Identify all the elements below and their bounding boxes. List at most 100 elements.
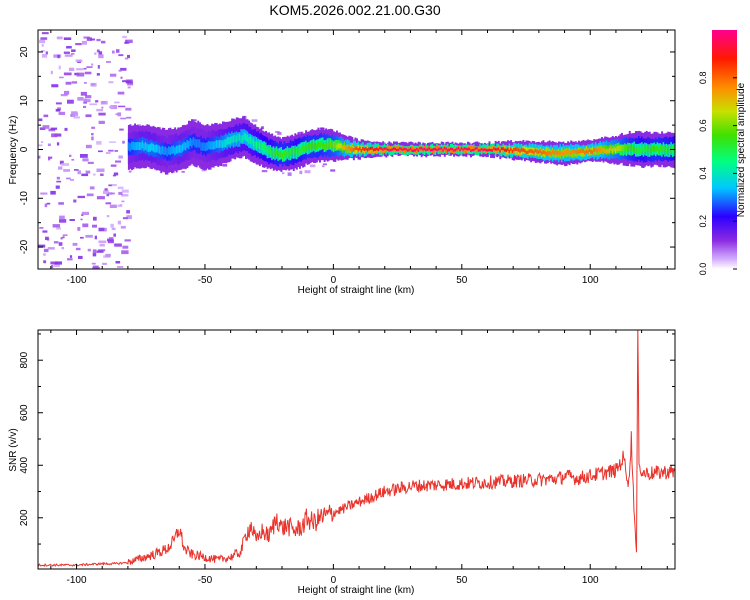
ridge-cell [277, 150, 280, 158]
y-tick-label: 20 [19, 46, 30, 58]
ridge-cell [520, 148, 523, 156]
noise-speck [113, 233, 116, 237]
ridge-cell [556, 151, 559, 156]
ridge-cell [396, 146, 398, 152]
noise-speck [63, 37, 72, 40]
ridge-cell [312, 143, 315, 150]
ridge-cell [565, 150, 568, 155]
ridge-cell [653, 146, 656, 153]
noise-speck [122, 80, 127, 83]
noise-speck [63, 72, 72, 76]
noise-speck [54, 261, 62, 265]
ridge-cell [171, 145, 173, 154]
ridge-cell [434, 147, 437, 151]
ridge-cell [392, 147, 395, 150]
noise-speck [52, 224, 60, 228]
ridge-cell [477, 149, 480, 152]
noise-speck [251, 119, 258, 122]
ridge-cell [639, 146, 642, 154]
noise-speck [40, 192, 48, 195]
ridge-cell [485, 148, 488, 152]
noise-speck [72, 242, 78, 246]
ridge-cell [516, 147, 519, 155]
ridge-cell [621, 145, 623, 152]
ridge-cell [283, 150, 286, 157]
noise-speck [105, 253, 111, 257]
ridge-cell [209, 141, 212, 150]
ridge-cell [491, 149, 494, 152]
noise-speck [85, 170, 91, 174]
ridge-cell [544, 150, 546, 155]
ridge-cell [633, 147, 636, 154]
noise-speck [128, 170, 132, 173]
ridge-cell [650, 147, 653, 154]
y-tick-label: -10 [19, 191, 30, 206]
noise-speck [126, 80, 131, 83]
ridge-cell [319, 142, 321, 149]
noise-speck [45, 236, 49, 240]
noise-speck [106, 193, 110, 197]
noise-speck [106, 215, 110, 218]
ridge-cell [661, 145, 664, 152]
ridge-cell [204, 142, 207, 152]
noise-speck [98, 150, 103, 153]
noise-speck [81, 40, 87, 45]
noise-speck [81, 211, 89, 215]
noise-speck [120, 225, 126, 229]
ridge-cell [420, 147, 423, 150]
noise-speck [87, 161, 94, 164]
ridge-cell [625, 144, 628, 151]
ridge-cell [280, 151, 283, 158]
ridge-cell [134, 142, 136, 151]
noise-speck [98, 240, 107, 243]
colorbar: 0.0 0.2 0.4 0.6 0.8 Normalized spectral ampl… [698, 30, 747, 275]
ridge-cell [130, 141, 133, 150]
y-tick-label: 600 [19, 404, 30, 421]
ridge-cell [465, 147, 468, 151]
ridge-cell [251, 137, 254, 145]
ridge-cell [351, 143, 354, 152]
ridge-cell [510, 147, 513, 151]
ridge-cell [531, 149, 534, 154]
noise-speck [282, 172, 285, 175]
ridge-cell [437, 148, 440, 151]
noise-speck [108, 149, 114, 152]
noise-speck [108, 192, 113, 195]
ridge-cell [163, 146, 166, 155]
noise-speck [67, 99, 74, 104]
noise-speck [97, 65, 100, 69]
ridge-cell [351, 147, 354, 152]
noise-speck [110, 164, 117, 167]
ridge-cell [451, 147, 454, 151]
ridge-cell [513, 148, 516, 152]
snr-plot-area [38, 330, 675, 567]
ridge-cell [317, 141, 320, 148]
noise-speck [83, 105, 87, 108]
noise-speck [100, 100, 108, 105]
noise-speck [46, 202, 51, 205]
ridge-cell [436, 146, 439, 151]
noise-speck [71, 159, 75, 161]
noise-speck [75, 247, 81, 251]
noise-speck [59, 76, 64, 79]
noise-speck [287, 172, 292, 176]
noise-speck [41, 44, 44, 47]
ridge-cell [470, 149, 472, 152]
noise-speck [71, 81, 78, 84]
ridge-cell [143, 143, 146, 151]
ridge-cell [292, 147, 295, 155]
noise-speck [53, 263, 60, 267]
ridge-cell [192, 136, 195, 146]
noise-speck [127, 54, 130, 59]
ridge-cell [617, 145, 620, 151]
ridge-cell [638, 146, 640, 154]
noise-speck [43, 260, 47, 264]
noise-speck [127, 86, 131, 89]
y-tick-label: 800 [19, 351, 30, 368]
noise-speck [55, 102, 62, 105]
ridge-cell [261, 143, 264, 151]
noise-speck [42, 53, 48, 58]
noise-speck [38, 118, 43, 122]
ridge-cell [534, 148, 537, 153]
ridge-cell [402, 148, 405, 152]
